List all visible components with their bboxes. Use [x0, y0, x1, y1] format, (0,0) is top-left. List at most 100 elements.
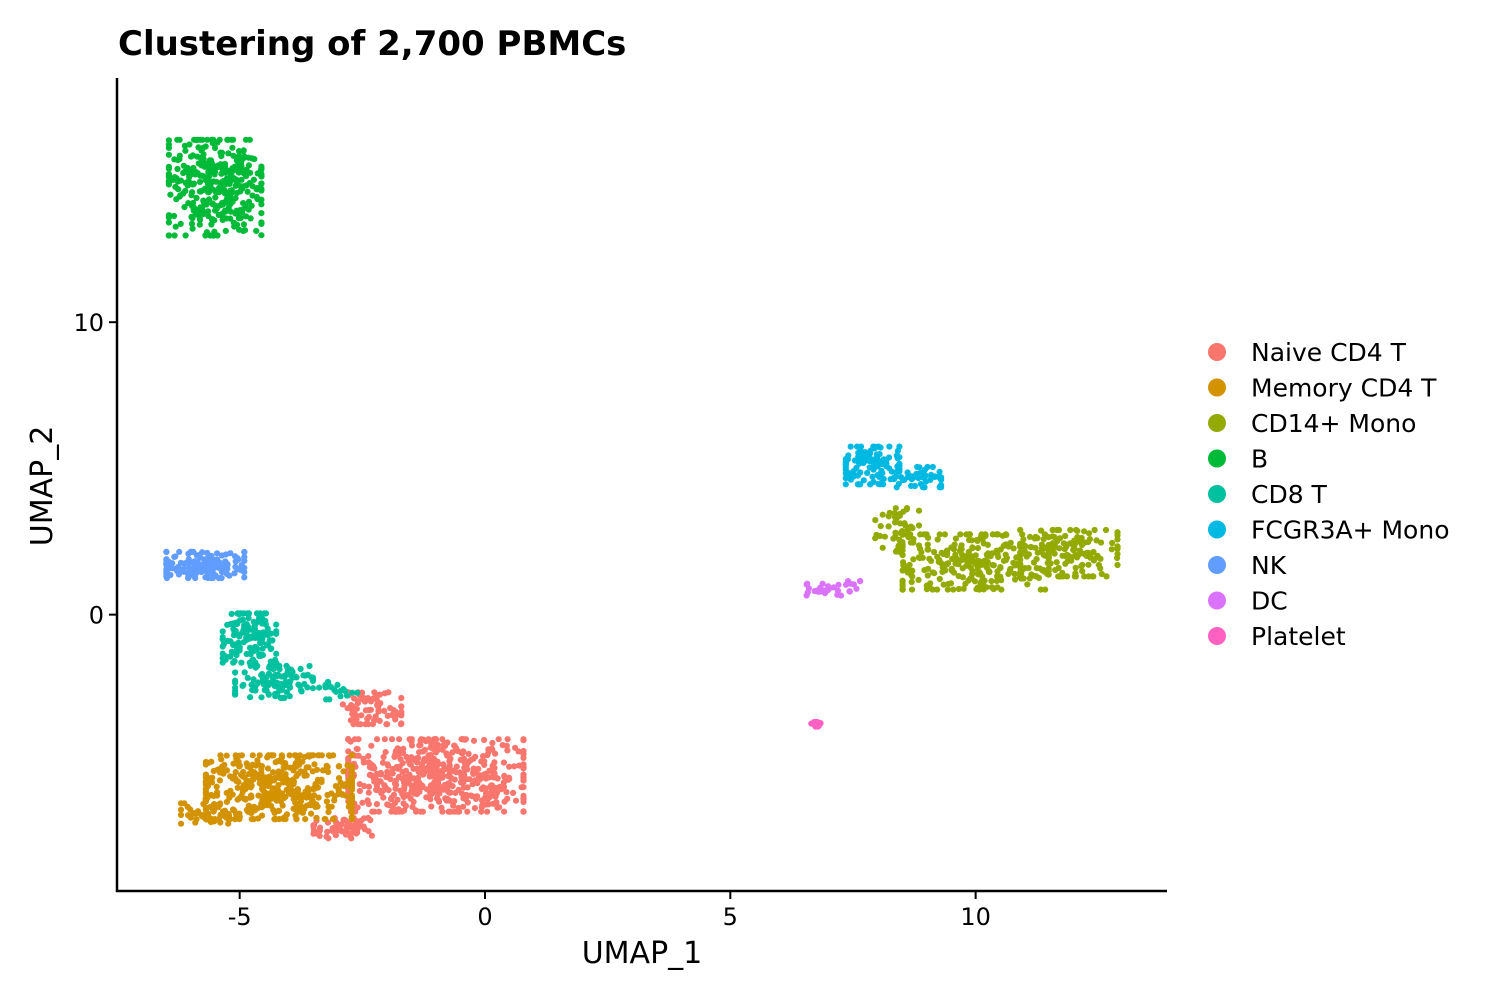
- data-point: [254, 679, 261, 686]
- data-point: [432, 784, 439, 791]
- data-point: [270, 769, 277, 776]
- data-point: [236, 633, 243, 640]
- data-point: [219, 628, 226, 635]
- data-point: [234, 566, 241, 573]
- data-point: [219, 634, 226, 641]
- data-point: [205, 188, 213, 195]
- data-point: [927, 476, 934, 483]
- data-point: [202, 143, 209, 150]
- data-point: [185, 574, 192, 582]
- data-point: [988, 578, 995, 585]
- data-point: [252, 664, 259, 671]
- data-point: [236, 813, 243, 820]
- data-point: [945, 581, 952, 588]
- data-point: [972, 552, 979, 559]
- data-point: [222, 227, 229, 234]
- data-point: [301, 806, 308, 813]
- data-point: [234, 784, 241, 791]
- data-point: [175, 571, 182, 578]
- data-point: [221, 807, 228, 814]
- data-point: [247, 694, 254, 701]
- data-point: [418, 761, 425, 768]
- y-axis-title: UMAP_2: [25, 426, 60, 547]
- data-point: [495, 736, 502, 743]
- data-point: [189, 215, 196, 222]
- data-point: [205, 759, 212, 767]
- data-point: [915, 576, 922, 584]
- data-point: [867, 481, 874, 488]
- data-point: [1079, 561, 1086, 569]
- data-point: [177, 559, 184, 567]
- data-point: [994, 573, 1001, 580]
- legend-label: FCGR3A+ Mono: [1251, 516, 1450, 545]
- data-point: [453, 763, 460, 770]
- legend-label: Memory CD4 T: [1251, 374, 1437, 403]
- data-point: [426, 772, 433, 780]
- data-point: [213, 783, 220, 790]
- data-point: [311, 761, 318, 768]
- data-point: [369, 721, 376, 728]
- data-point: [285, 665, 292, 672]
- data-point: [358, 712, 365, 719]
- data-point: [485, 801, 492, 808]
- data-point: [205, 212, 212, 220]
- data-point: [905, 564, 912, 571]
- data-point: [177, 820, 185, 827]
- data-point: [358, 689, 366, 696]
- data-point: [296, 752, 303, 759]
- data-point: [360, 823, 367, 830]
- data-point: [259, 785, 266, 793]
- data-point: [238, 176, 245, 183]
- data-point: [909, 525, 916, 532]
- data-point: [520, 808, 527, 815]
- data-point: [270, 665, 277, 672]
- data-point: [375, 706, 382, 714]
- data-point: [336, 763, 343, 770]
- data-point: [199, 549, 206, 556]
- data-point: [479, 802, 486, 809]
- data-point: [504, 736, 511, 743]
- data-point: [847, 443, 854, 450]
- data-point: [223, 789, 230, 797]
- data-point: [994, 531, 1002, 538]
- legend-item: CD8 T: [1208, 480, 1328, 509]
- data-point: [952, 535, 960, 542]
- data-point: [910, 539, 917, 546]
- data-point: [342, 688, 349, 695]
- data-point: [451, 742, 458, 750]
- data-point: [990, 562, 997, 569]
- data-point: [842, 470, 849, 477]
- data-point: [387, 705, 394, 712]
- data-point: [430, 746, 437, 753]
- data-point: [983, 551, 991, 558]
- legend-key: [1208, 485, 1226, 503]
- data-point: [419, 808, 426, 815]
- data-point: [1108, 546, 1115, 553]
- data-point: [890, 474, 897, 481]
- data-point: [307, 794, 314, 801]
- data-point: [274, 785, 281, 792]
- legend-label: NK: [1251, 551, 1287, 580]
- data-point: [904, 469, 911, 476]
- data-point: [204, 136, 211, 143]
- data-point: [520, 737, 527, 744]
- data-point: [365, 783, 373, 790]
- data-point: [394, 796, 401, 803]
- data-point: [381, 690, 388, 697]
- data-point: [294, 801, 301, 808]
- data-point: [232, 627, 239, 635]
- data-point: [1040, 545, 1047, 552]
- data-point: [903, 506, 910, 513]
- data-point: [165, 163, 172, 170]
- data-point: [388, 808, 395, 815]
- data-point: [958, 542, 965, 549]
- data-point: [253, 227, 260, 234]
- data-point: [202, 789, 209, 796]
- data-point: [220, 640, 228, 648]
- data-point: [384, 712, 391, 720]
- data-point: [258, 171, 265, 178]
- data-point: [1059, 552, 1066, 559]
- data-point: [306, 662, 313, 670]
- data-point: [909, 573, 916, 580]
